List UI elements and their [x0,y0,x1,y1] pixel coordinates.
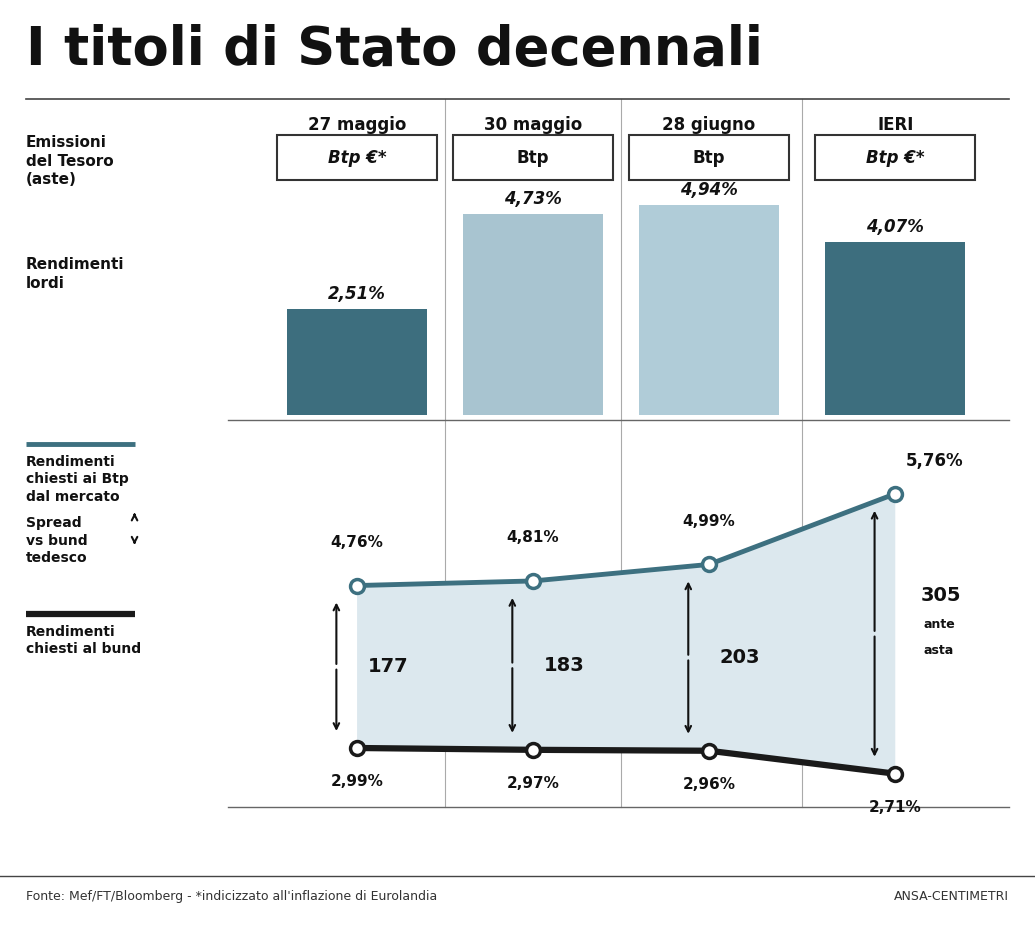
Text: 2,51%: 2,51% [328,285,386,303]
Text: 4,94%: 4,94% [680,181,738,199]
Text: ANSA-CENTIMETRI: ANSA-CENTIMETRI [894,890,1009,903]
Text: 4,81%: 4,81% [507,531,559,545]
Text: 4,99%: 4,99% [683,514,735,529]
Text: 2,97%: 2,97% [506,776,560,791]
Text: Rendimenti
chiesti ai Btp
dal mercato: Rendimenti chiesti ai Btp dal mercato [26,455,128,503]
Text: Btp €*: Btp €* [328,148,386,167]
Text: Btp €*: Btp €* [866,148,924,167]
Text: 305: 305 [921,586,962,605]
Text: 177: 177 [367,657,408,676]
Text: Fonte: Mef/FT/Bloomberg - *indicizzato all'inflazione di Eurolandia: Fonte: Mef/FT/Bloomberg - *indicizzato a… [26,890,437,903]
Text: I titoli di Stato decennali: I titoli di Stato decennali [26,24,763,76]
Text: 4,76%: 4,76% [330,534,384,549]
Text: Emissioni
del Tesoro
(aste): Emissioni del Tesoro (aste) [26,135,114,187]
Text: asta: asta [923,644,953,657]
Text: 4,73%: 4,73% [504,191,562,209]
Text: 28 giugno: 28 giugno [662,115,756,134]
Bar [826,242,965,415]
Bar [453,135,613,180]
Text: Spread
vs bund
tedesco: Spread vs bund tedesco [26,516,88,565]
Bar [640,205,779,415]
Text: 4,07%: 4,07% [866,218,924,236]
Text: Rendimenti
lordi: Rendimenti lordi [26,257,124,291]
Bar [629,135,790,180]
Text: Rendimenti
chiesti al bund: Rendimenti chiesti al bund [26,625,141,656]
Text: 2,96%: 2,96% [682,777,736,792]
Text: 183: 183 [543,656,584,675]
Text: ante: ante [923,617,955,631]
Bar [276,135,437,180]
Polygon shape [357,494,895,774]
Text: Btp: Btp [516,148,550,167]
Text: 203: 203 [719,649,760,667]
Text: 5,76%: 5,76% [906,452,964,470]
Bar [287,309,426,415]
Text: Btp: Btp [692,148,726,167]
Bar [816,135,975,180]
Text: 2,99%: 2,99% [330,774,384,789]
Text: 27 maggio: 27 maggio [307,115,407,134]
Text: 30 maggio: 30 maggio [484,115,582,134]
Text: 2,71%: 2,71% [869,801,921,815]
Bar [464,214,602,415]
Text: IERI: IERI [877,115,914,134]
